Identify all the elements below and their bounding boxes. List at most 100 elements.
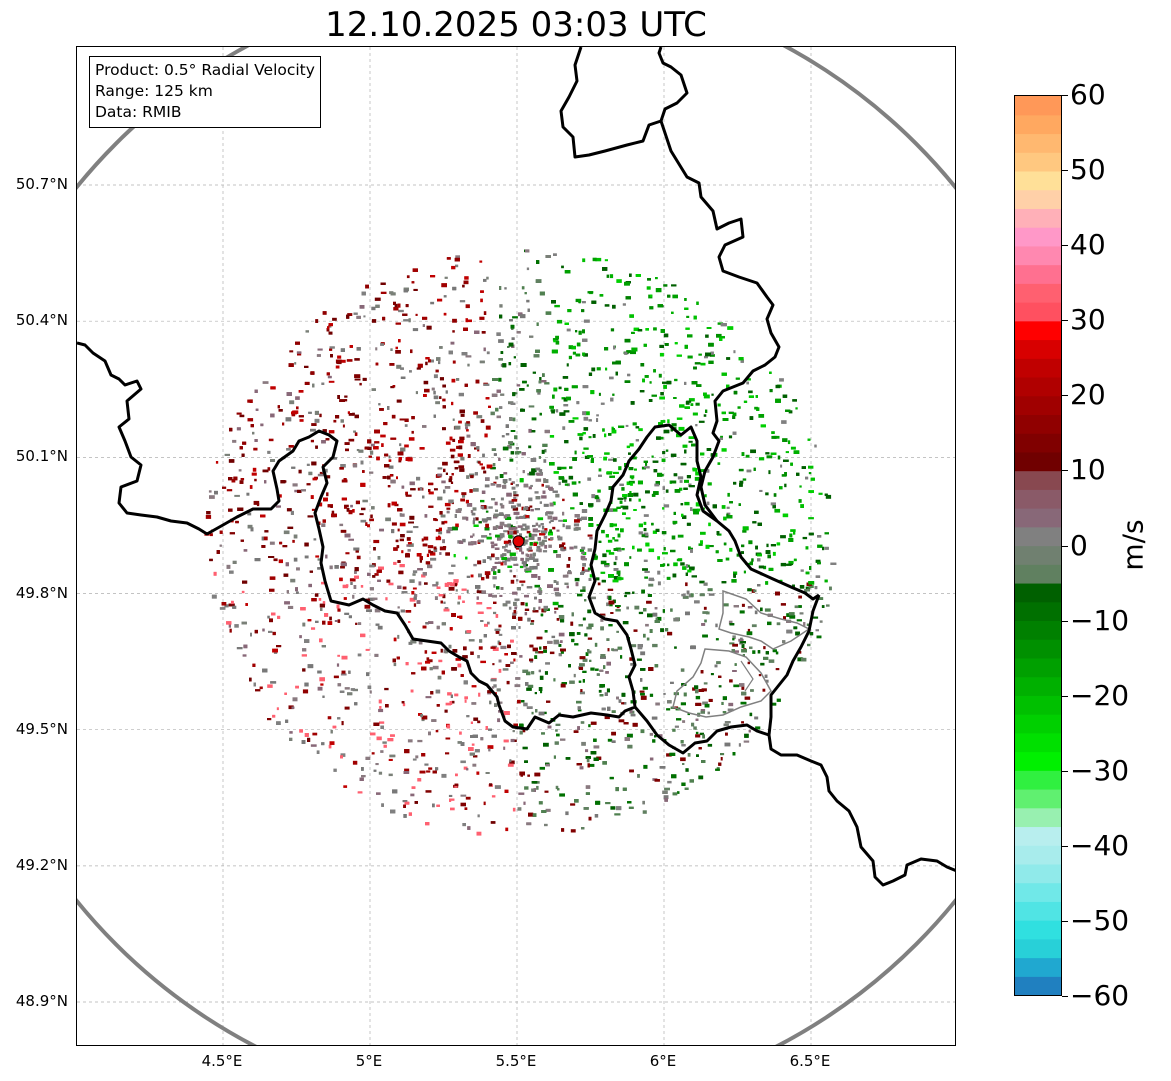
info-data-source: Data: RMIB [95,103,182,121]
colorbar-tick-mark [1062,470,1068,472]
colorbar-tick-mark [1062,695,1068,697]
colorbar-segment [1015,845,1061,865]
map-title: 12.10.2025 03:03 UTC [325,5,707,45]
border-line-north [559,47,689,159]
lon-tick-label: 5.5°E [495,1052,537,1070]
colorbar-segment [1015,976,1061,995]
colorbar-segment [1015,657,1061,678]
info-range: Range: 125 km [95,82,213,100]
colorbar-segment [1015,358,1061,378]
colorbar-segment [1015,152,1061,172]
colorbar-tick-label: 20 [1070,378,1106,412]
colorbar-segment [1015,395,1061,415]
border-line-southeast [767,594,955,887]
colorbar-segment [1015,957,1061,977]
colorbar-tick-label: 50 [1070,153,1106,187]
colorbar-segment [1015,714,1061,734]
lon-tick-label: 6°E [649,1052,677,1070]
colorbar-tick-label: −20 [1070,678,1130,712]
colorbar-segment [1015,788,1061,809]
colorbar-segment [1015,676,1061,696]
lat-tick-label: 50.1°N [15,447,68,466]
colorbar-tick-label: −50 [1070,903,1130,937]
colorbar-segment [1015,695,1061,715]
colorbar-tick-mark [1062,95,1068,96]
radar-map-canvas [77,47,955,1045]
colorbar-segment [1015,264,1061,284]
colorbar-segment [1015,826,1061,846]
colorbar-segment [1015,376,1061,397]
colorbar-tick-mark [1062,620,1068,622]
colorbar-segment [1015,227,1061,247]
colorbar-tick-label: 0 [1070,528,1088,562]
colorbar-tick-label: 60 [1070,78,1106,111]
colorbar-segment [1015,901,1061,921]
colorbar-segment [1015,508,1061,528]
colorbar-tick-label: 10 [1070,453,1106,487]
colorbar-segment [1015,320,1061,341]
colorbar-segment [1015,208,1061,228]
colorbar-segment [1015,601,1061,622]
colorbar-segment [1015,414,1061,434]
radar-site-marker[interactable] [512,535,525,548]
velocity-echoes [204,249,837,836]
radar-map[interactable] [76,46,956,1046]
region-border-line [672,648,772,718]
colorbar-segment [1015,807,1061,828]
region-border-line [718,589,811,650]
colorbar-segment [1015,732,1061,753]
border-line-east [659,120,781,522]
colorbar-segment [1015,96,1061,116]
velocity-colorbar [1014,95,1062,996]
lon-tick-label: 4.5°E [201,1052,243,1070]
colorbar-segment [1015,938,1061,959]
lat-tick-label: 49.8°N [15,583,68,602]
colorbar-tick-mark [1062,845,1068,847]
colorbar-segment [1015,433,1061,453]
colorbar-tick-label: −60 [1070,979,1130,1012]
colorbar-tick-mark [1062,245,1068,247]
colorbar-tick-mark [1062,320,1068,322]
colorbar-segment [1015,770,1061,790]
border-line-west [77,341,820,731]
product-info-box: Product: 0.5° Radial Velocity Range: 125… [89,56,321,128]
info-product: Product: 0.5° Radial Velocity [95,61,315,79]
colorbar-segment [1015,283,1061,303]
colorbar-segment [1015,489,1061,509]
colorbar-segment [1015,245,1061,266]
lon-tick-label: 6.5°E [789,1052,831,1070]
border-line-south-lux [633,706,770,755]
colorbar-tick-mark [1062,770,1068,772]
colorbar-segment [1015,882,1061,902]
colorbar-tick-mark [1062,395,1068,397]
colorbar-segment [1015,189,1061,209]
colorbar-segment [1015,564,1061,584]
colorbar-tick-label: 30 [1070,303,1106,337]
colorbar-segment [1015,133,1061,153]
colorbar-unit-label: m/s [1116,519,1150,571]
colorbar-tick-mark [1062,170,1068,172]
colorbar-segment [1015,620,1061,640]
lat-tick-label: 49.2°N [15,855,68,874]
lat-tick-label: 50.7°N [15,175,68,193]
colorbar-tick-mark [1062,996,1068,997]
lat-tick-label: 49.5°N [15,719,68,738]
country-borders [77,47,955,887]
region-borders [672,589,811,718]
colorbar-tick-label: −40 [1070,828,1130,862]
colorbar-segment [1015,920,1061,940]
colorbar-segment [1015,302,1061,322]
lon-tick-label: 5°E [355,1052,383,1070]
colorbar-segment [1015,582,1061,603]
lat-tick-label: 48.9°N [15,992,68,1011]
colorbar-tick-label: −10 [1070,603,1130,637]
lat-tick-label: 50.4°N [15,311,68,330]
region-border-line [740,660,754,692]
colorbar-segment [1015,863,1061,884]
colorbar-segment [1015,639,1061,659]
colorbar-tick-label: −30 [1070,753,1130,787]
colorbar-segment [1015,545,1061,565]
colorbar-segment [1015,170,1061,191]
colorbar-tick-label: 40 [1070,228,1106,262]
colorbar-segment [1015,526,1061,547]
